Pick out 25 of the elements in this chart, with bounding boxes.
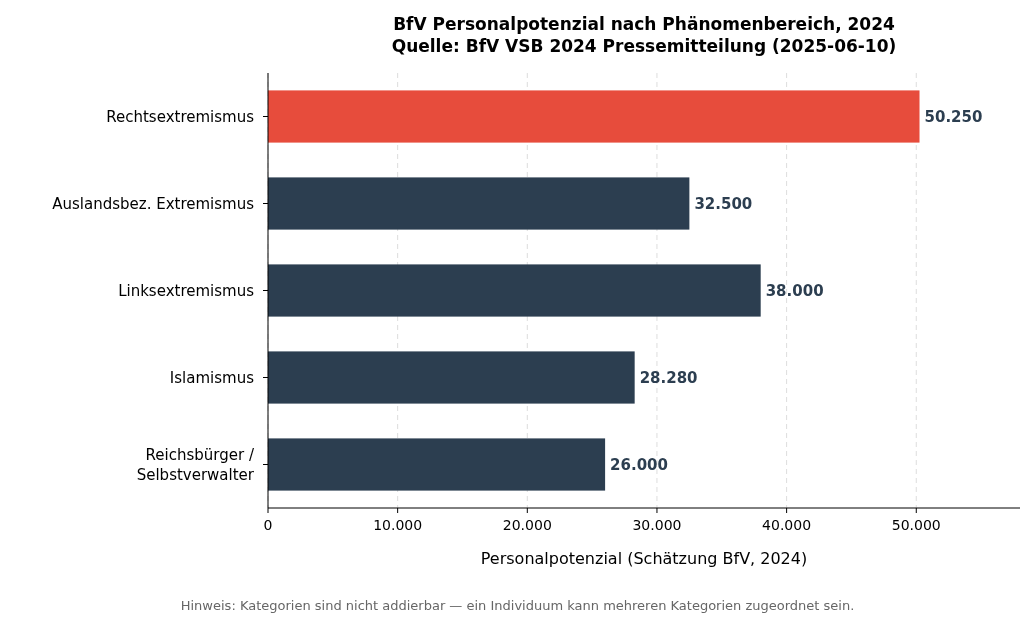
y-tick-label: Auslandsbez. Extremismus <box>52 194 255 213</box>
data-label: 50.250 <box>924 107 983 126</box>
data-label: 26.000 <box>610 455 668 474</box>
y-tick-label: Rechtsextremismus <box>106 107 255 126</box>
x-tick-label: 0 <box>263 517 273 533</box>
bar <box>268 351 635 404</box>
x-tick-label: 40.000 <box>762 517 812 533</box>
data-label: 28.280 <box>639 368 698 387</box>
x-tick-label: 50.000 <box>891 517 941 533</box>
data-label: 38.000 <box>765 281 824 300</box>
bar <box>268 90 920 143</box>
x-tick-label: 20.000 <box>502 517 552 533</box>
x-tick-label: 30.000 <box>632 517 682 533</box>
bar <box>268 177 690 230</box>
chart-title: BfV Personalpotenzial nach Phänomenbereich, 2024 <box>393 14 896 34</box>
y-tick-label: Islamismus <box>169 368 255 387</box>
data-label: 32.500 <box>694 194 753 213</box>
bar <box>268 264 761 317</box>
chart-subtitle: Quelle: BfV VSB 2024 Pressemitteilung (2025-06-10) <box>391 36 897 56</box>
text: Hinweis: Kategorien sind nicht addierbar — ein Individuum kann mehreren Kategorien zugeordnet sein. <box>180 598 855 613</box>
x-axis-title: Personalpotenzial (Schätzung BfV, 2024) <box>480 549 808 568</box>
bar <box>268 438 606 491</box>
y-tick-label: Linksextremismus <box>118 281 255 300</box>
y-tick-label: Reichsbürger / Selbstverwalter <box>136 445 255 484</box>
x-tick-label: 10.000 <box>373 517 423 533</box>
